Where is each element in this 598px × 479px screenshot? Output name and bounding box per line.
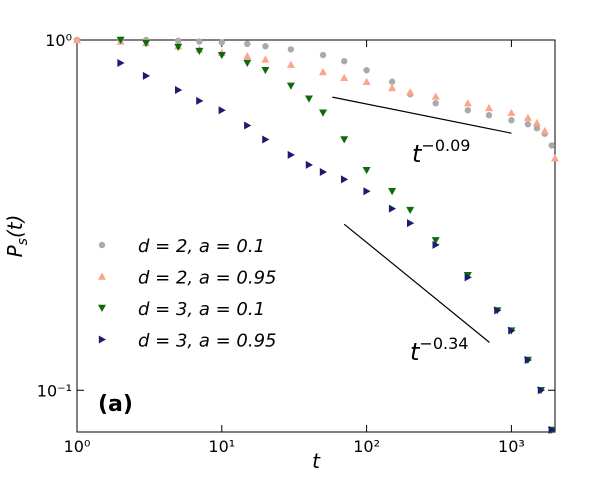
legend-label: d = 3, a = 0.1 — [138, 299, 265, 320]
data-point — [494, 306, 502, 315]
data-point — [388, 78, 396, 85]
data-point — [217, 51, 226, 60]
annotation: t−0.09 — [412, 136, 470, 168]
data-point — [388, 188, 397, 196]
data-point — [523, 113, 532, 121]
annotation: t−0.34 — [410, 334, 468, 366]
data-point — [142, 71, 151, 80]
data-point — [73, 36, 81, 44]
annotation-exponent: −0.34 — [419, 334, 468, 353]
y-tick-label: 10⁻¹ — [37, 381, 72, 400]
data-point — [340, 73, 349, 81]
data-point — [484, 103, 493, 112]
data-point — [305, 160, 313, 169]
data-point — [532, 118, 541, 127]
data-point — [174, 43, 183, 52]
data-point — [319, 51, 327, 59]
data-point — [431, 92, 440, 100]
x-axis-label: t — [312, 449, 321, 473]
data-point — [431, 237, 440, 245]
data-point — [548, 142, 555, 149]
legend-label: d = 2, a = 0.1 — [138, 236, 265, 257]
data-point — [319, 68, 328, 76]
data-point — [175, 85, 183, 94]
data-point — [340, 136, 349, 144]
data-point — [261, 55, 270, 63]
data-point — [507, 108, 516, 116]
data-point — [533, 124, 541, 132]
legend-label: d = 2, a = 0.95 — [138, 268, 276, 289]
data-point — [244, 40, 251, 48]
plot-frame — [76, 39, 556, 433]
x-tick-label: 10¹ — [208, 437, 235, 456]
data-point — [508, 326, 516, 335]
x-tick-label: 10² — [353, 437, 380, 456]
data-point — [218, 106, 226, 115]
data-point — [218, 39, 226, 46]
data-point — [243, 59, 252, 67]
data-point — [363, 66, 370, 74]
data-point — [485, 111, 493, 119]
data-point — [508, 117, 515, 124]
data-point — [524, 120, 532, 128]
annotation-base: t — [412, 140, 423, 168]
legend-marker — [98, 304, 106, 312]
data-point — [388, 204, 397, 213]
data-point — [196, 38, 203, 45]
annotation-exponent: −0.09 — [421, 136, 470, 155]
annotation-base: t — [410, 338, 421, 366]
data-point — [464, 107, 472, 114]
data-point — [540, 126, 549, 135]
data-point — [304, 95, 313, 103]
data-point — [388, 83, 397, 92]
data-point — [340, 57, 348, 65]
legend-marker — [98, 272, 106, 280]
data-point — [142, 39, 151, 48]
data-point — [464, 273, 472, 282]
data-point — [287, 46, 295, 53]
data-point — [286, 60, 295, 68]
y-tick-label: 10⁰ — [45, 31, 72, 50]
data-point — [537, 386, 545, 395]
data-point — [363, 187, 371, 196]
data-point — [287, 150, 295, 159]
data-point — [244, 121, 252, 130]
data-point — [117, 58, 125, 67]
data-point — [319, 167, 328, 176]
data-point — [406, 219, 415, 228]
data-point — [340, 175, 349, 184]
data-point — [362, 77, 371, 85]
data-point — [524, 356, 532, 365]
data-point — [551, 154, 559, 162]
data-point — [362, 166, 371, 175]
data-point — [406, 88, 415, 96]
data-point — [406, 206, 415, 215]
data-point — [463, 99, 472, 107]
data-point — [319, 109, 328, 117]
legend-marker — [98, 335, 106, 344]
data-point — [243, 52, 252, 60]
reference-line — [332, 96, 512, 134]
data-point — [432, 240, 440, 249]
data-point — [116, 36, 125, 44]
reference-line — [343, 223, 490, 343]
data-point — [262, 135, 270, 144]
data-point — [548, 426, 556, 435]
legend-label: d = 3, a = 0.95 — [138, 331, 276, 352]
data-point — [195, 47, 204, 56]
data-point — [262, 43, 269, 50]
panel-label: (a) — [98, 392, 133, 417]
x-tick-label: 10³ — [498, 437, 525, 456]
data-point — [175, 37, 182, 44]
data-point — [261, 66, 270, 75]
data-point — [196, 96, 204, 105]
x-tick-label: 10⁰ — [64, 437, 91, 456]
data-point — [286, 82, 295, 90]
data-point — [432, 100, 439, 107]
legend-marker — [98, 241, 106, 249]
y-axis-label: Ps(t) — [3, 215, 31, 258]
